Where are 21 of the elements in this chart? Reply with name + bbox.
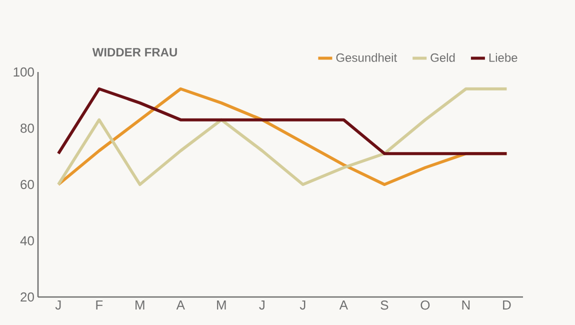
x-tick-label: D — [503, 300, 511, 310]
y-tick-label: 20 — [20, 292, 34, 302]
legend-label: Liebe — [489, 53, 518, 62]
x-tick-label: M — [136, 300, 144, 310]
x-tick-label: J — [55, 300, 61, 310]
y-tick-label: 60 — [20, 180, 34, 190]
x-tick-label: J — [259, 300, 264, 310]
x-tick-label: S — [380, 300, 388, 310]
y-tick-label: 80 — [20, 124, 34, 133]
x-tick-label: A — [339, 300, 348, 310]
x-tick-label: O — [420, 300, 430, 310]
legend-label: Gesundheit — [336, 53, 397, 62]
x-tick-label: A — [176, 300, 185, 310]
y-tick-label: 100 — [14, 67, 34, 77]
chart-title: WIDDER FRAU — [92, 48, 177, 56]
y-tick-label: 40 — [20, 236, 34, 246]
x-tick-label: N — [462, 300, 470, 310]
legend-label: Geld — [430, 53, 455, 62]
x-tick-label: M — [217, 300, 226, 310]
x-tick-label: F — [96, 300, 103, 310]
x-tick-label: J — [300, 300, 306, 310]
